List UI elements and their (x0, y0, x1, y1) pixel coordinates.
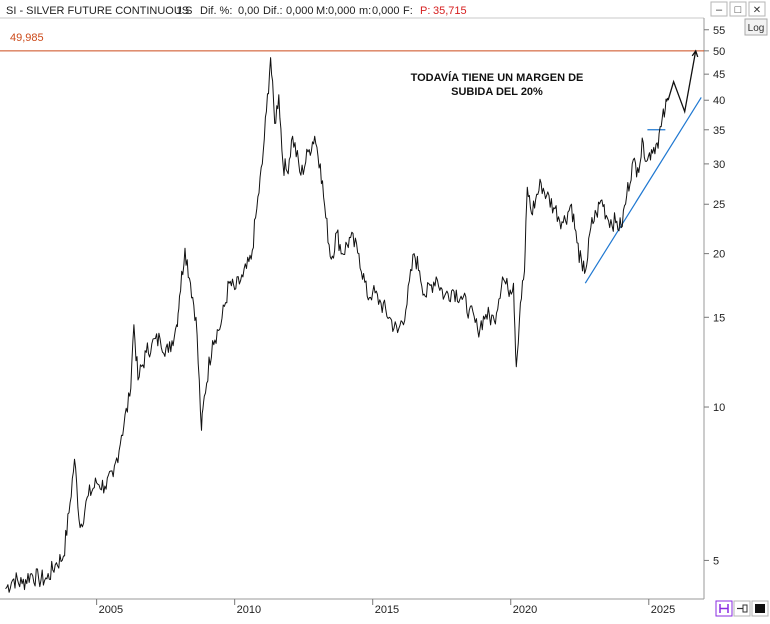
chart-header: SI - SILVER FUTURE CONTINUOUS 1 S Dif. %… (6, 5, 467, 17)
x-tick-label: 2005 (99, 604, 123, 616)
bottom-toolbar (715, 600, 769, 617)
y-tick-label: 35 (713, 125, 725, 137)
y-axis: 5 10 15 20 25 30 35 40 45 50 55 (704, 25, 725, 567)
y-tick-label: 40 (713, 95, 725, 107)
y-tick-label: 10 (713, 402, 725, 414)
period-label: 1 S (176, 5, 193, 17)
minimize-button[interactable]: – (710, 1, 728, 17)
price-series-line (5, 57, 669, 593)
x-tick-label: 2010 (237, 604, 261, 616)
x-axis: 2005 2010 2015 2020 2025 (96, 599, 675, 616)
y-tick-label: 50 (713, 46, 725, 58)
price-value: 35,715 (433, 5, 467, 17)
y-tick-label: 5 (713, 555, 719, 567)
h-zoom-icon (719, 604, 729, 613)
f-label: F: (403, 5, 413, 17)
y-tick-label: 25 (713, 199, 725, 211)
window-controls: – □ ✕ (710, 1, 766, 17)
x-tick-label: 2015 (375, 604, 399, 616)
min-label: m: (359, 5, 371, 17)
dif-pct-label: Dif. %: (200, 5, 232, 17)
x-tick-label: 2020 (513, 604, 537, 616)
x-tick-label: 2025 (651, 604, 675, 616)
y-tick-label: 45 (713, 69, 725, 81)
close-button[interactable]: ✕ (748, 1, 766, 17)
color-button[interactable] (751, 600, 769, 617)
y-tick-label: 20 (713, 249, 725, 261)
plot-area (0, 49, 704, 593)
horizontal-zoom-button[interactable] (715, 600, 733, 617)
annotation-line-2: SUBIDA DEL 20% (451, 86, 543, 98)
resistance-label: 49,985 (10, 32, 44, 44)
restore-icon: □ (735, 4, 742, 16)
log-scale-button[interactable]: Log (744, 18, 768, 36)
dif-label: Dif.: (263, 5, 283, 17)
projection-arrowhead (691, 49, 699, 58)
dif-pct-value: 0,00 (238, 5, 259, 17)
y-tick-label: 30 (713, 159, 725, 171)
min-value: 0,000 (372, 5, 400, 17)
max-label: M: (316, 5, 328, 17)
symbol-title: SI - SILVER FUTURE CONTINUOUS (6, 5, 189, 17)
y-tick-label: 55 (713, 25, 725, 37)
minimize-icon: – (716, 4, 723, 16)
y-tick-label: 15 (713, 312, 725, 324)
log-scale-label: Log (748, 23, 765, 34)
price-label: P: (420, 5, 430, 17)
restore-button[interactable]: □ (729, 1, 747, 17)
black-square-icon (755, 604, 765, 613)
trend-line (584, 97, 702, 284)
dif-value: 0,000 (286, 5, 314, 17)
pin-icon (737, 604, 748, 613)
close-icon: ✕ (753, 5, 761, 16)
pin-button[interactable] (733, 600, 751, 617)
max-value: 0,000 (328, 5, 356, 17)
projection-line (667, 50, 697, 115)
annotation-line-1: TODAVÍA TIENE UN MARGEN DE (411, 71, 584, 84)
